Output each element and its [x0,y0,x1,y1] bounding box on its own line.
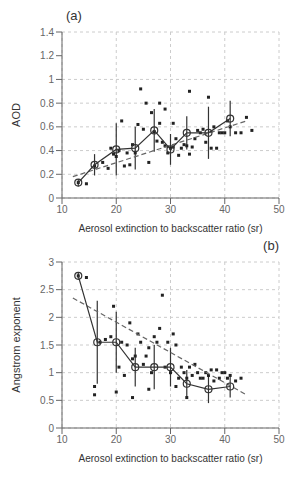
svg-text:0.4: 0.4 [40,145,54,156]
svg-text:1.2: 1.2 [40,50,54,61]
svg-text:AOD: AOD [10,103,22,127]
svg-text:50: 50 [273,434,285,445]
svg-text:10: 10 [56,204,68,215]
svg-text:0: 0 [48,193,54,204]
svg-text:0.2: 0.2 [40,169,54,180]
svg-text:0.8: 0.8 [40,98,54,109]
svg-text:3: 3 [48,257,54,268]
svg-text:2: 2 [48,312,54,323]
svg-text:2.5: 2.5 [40,284,54,295]
svg-text:50: 50 [273,204,285,215]
svg-text:20: 20 [111,434,123,445]
svg-text:Aerosol extinction to backscat: Aerosol extinction to backscatter ratio … [79,223,263,234]
svg-text:1: 1 [48,367,54,378]
svg-text:40: 40 [219,434,231,445]
svg-text:1.5: 1.5 [40,340,54,351]
svg-text:40: 40 [219,204,231,215]
svg-text:30: 30 [165,204,177,215]
svg-text:0.6: 0.6 [40,121,54,132]
html-text:(a): (a) [66,8,82,23]
svg-text:10: 10 [56,434,68,445]
html-text:(b): (b) [263,238,279,253]
svg-text:30: 30 [165,434,177,445]
svg-text:1: 1 [48,74,54,85]
svg-text:0: 0 [48,423,54,434]
svg-text:Aerosol extinction to backscat: Aerosol extinction to backscatter ratio … [79,453,263,464]
svg-text:Angstrom exponent: Angstrom exponent [10,297,22,392]
svg-text:20: 20 [111,204,123,215]
svg-text:1.4: 1.4 [40,27,54,38]
svg-text:0.5: 0.5 [40,395,54,406]
